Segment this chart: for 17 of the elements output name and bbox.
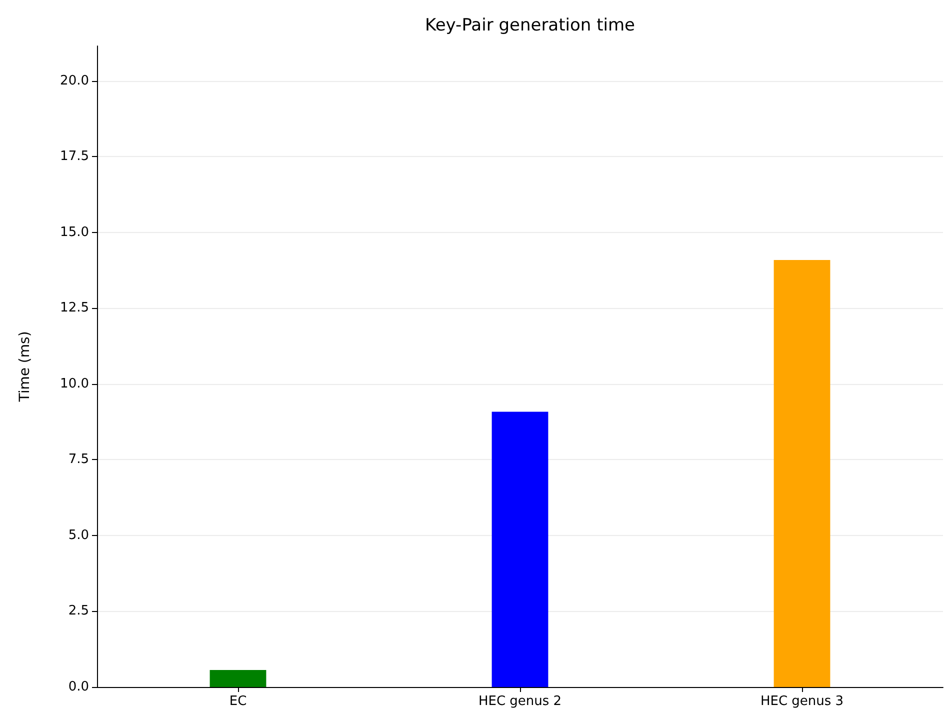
y-tick-label: 2.5 <box>68 604 89 619</box>
y-tick-label: 0.0 <box>68 680 89 694</box>
y-axis-title: Time (ms) <box>17 331 33 403</box>
bar <box>210 670 266 687</box>
x-tick-label: HEC genus 3 <box>760 694 844 709</box>
x-tick-label: EC <box>229 694 247 709</box>
x-tick-label: HEC genus 2 <box>478 694 562 709</box>
y-tick-label: 5.0 <box>68 528 89 543</box>
y-tick-label: 17.5 <box>60 149 89 164</box>
y-tick-label: 15.0 <box>60 224 89 240</box>
bar <box>492 412 548 687</box>
y-tick-label: 20.0 <box>60 73 89 88</box>
y-tick-label: 12.5 <box>60 300 89 316</box>
bar <box>774 260 830 687</box>
y-tick-label: 10.0 <box>60 376 89 392</box>
chart-title: Key-Pair generation time <box>425 16 635 36</box>
y-tick-label: 7.5 <box>68 452 89 468</box>
